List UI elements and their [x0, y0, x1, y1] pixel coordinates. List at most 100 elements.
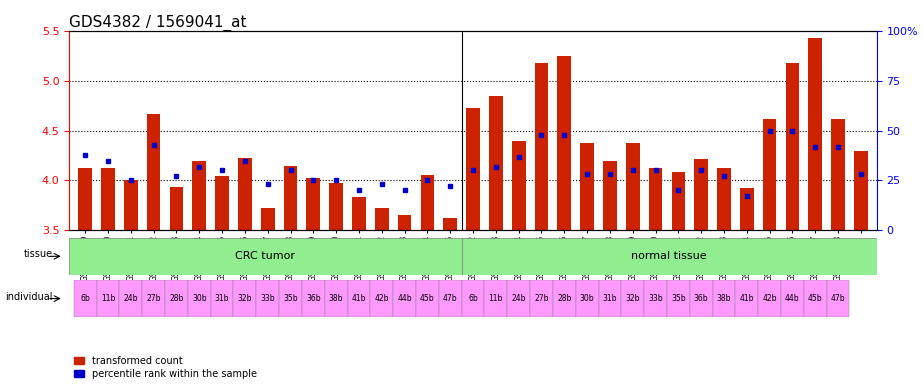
Bar — [832, 119, 845, 230]
Text: 28b: 28b — [557, 294, 571, 303]
Text: 35b: 35b — [671, 294, 686, 303]
Bar — [644, 280, 667, 317]
Text: individual: individual — [6, 292, 53, 302]
Text: 44b: 44b — [785, 294, 799, 303]
Bar — [97, 280, 119, 317]
Bar — [78, 169, 92, 230]
Bar — [142, 280, 165, 317]
Bar — [279, 280, 302, 317]
Bar — [485, 280, 508, 317]
Text: 41b: 41b — [352, 294, 366, 303]
Bar — [102, 169, 114, 230]
Text: 30b: 30b — [580, 294, 594, 303]
Bar — [758, 280, 781, 317]
Bar — [740, 189, 754, 230]
Text: 32b: 32b — [237, 294, 252, 303]
Text: CRC tumor: CRC tumor — [235, 251, 295, 262]
Bar — [306, 179, 320, 230]
Bar — [330, 184, 343, 230]
Bar — [234, 280, 257, 317]
Text: 31b: 31b — [215, 294, 229, 303]
Bar — [717, 169, 731, 230]
Bar — [626, 142, 640, 230]
Text: 33b: 33b — [648, 294, 663, 303]
Bar — [188, 280, 210, 317]
Text: 38b: 38b — [717, 294, 731, 303]
Bar — [421, 175, 434, 230]
Text: 35b: 35b — [283, 294, 298, 303]
Bar — [785, 63, 799, 230]
Bar — [762, 119, 776, 230]
Bar — [667, 280, 689, 317]
Bar — [781, 280, 804, 317]
Text: 6b: 6b — [468, 294, 478, 303]
Bar — [827, 280, 849, 317]
Bar — [530, 280, 553, 317]
Bar — [147, 114, 161, 230]
Bar — [302, 280, 325, 317]
Bar — [809, 38, 822, 230]
Bar — [534, 63, 548, 230]
Text: 31b: 31b — [603, 294, 617, 303]
Bar — [261, 209, 274, 230]
Bar — [69, 238, 462, 275]
Bar — [370, 280, 393, 317]
Text: 6b: 6b — [80, 294, 90, 303]
Text: 44b: 44b — [397, 294, 412, 303]
Bar — [325, 280, 348, 317]
Bar — [283, 166, 297, 230]
Text: 30b: 30b — [192, 294, 207, 303]
Text: 27b: 27b — [534, 294, 549, 303]
Bar — [854, 151, 868, 230]
Bar — [598, 280, 621, 317]
Text: normal tissue: normal tissue — [631, 251, 707, 262]
Text: 11b: 11b — [488, 294, 503, 303]
Bar — [257, 280, 279, 317]
Bar — [210, 280, 234, 317]
Bar — [215, 177, 229, 230]
Text: 11b: 11b — [101, 294, 115, 303]
Legend: transformed count, percentile rank within the sample: transformed count, percentile rank withi… — [74, 356, 257, 379]
Text: 38b: 38b — [329, 294, 343, 303]
Bar — [713, 280, 736, 317]
Text: 33b: 33b — [260, 294, 275, 303]
Text: tissue: tissue — [23, 250, 53, 260]
Bar — [489, 96, 503, 230]
Text: 36b: 36b — [306, 294, 320, 303]
Text: 47b: 47b — [831, 294, 845, 303]
Bar — [672, 172, 685, 230]
Bar — [375, 209, 389, 230]
Text: 41b: 41b — [739, 294, 754, 303]
Bar — [170, 187, 184, 230]
Bar — [74, 280, 97, 317]
Bar — [576, 280, 598, 317]
Bar — [165, 280, 188, 317]
Text: 32b: 32b — [626, 294, 640, 303]
Bar — [689, 280, 713, 317]
Bar — [736, 280, 758, 317]
Text: 42b: 42b — [762, 294, 777, 303]
Bar — [512, 141, 525, 230]
Bar — [462, 238, 877, 275]
Bar — [398, 215, 412, 230]
Bar — [416, 280, 438, 317]
Bar — [348, 280, 370, 317]
Bar — [557, 56, 571, 230]
Bar — [466, 108, 480, 230]
Bar — [694, 159, 708, 230]
Text: 45b: 45b — [808, 294, 822, 303]
Bar — [508, 280, 530, 317]
Text: 42b: 42b — [375, 294, 389, 303]
Bar — [192, 161, 206, 230]
Bar — [649, 169, 663, 230]
Text: 27b: 27b — [147, 294, 161, 303]
Bar — [621, 280, 644, 317]
Text: 24b: 24b — [124, 294, 138, 303]
Bar — [238, 157, 252, 230]
Text: 28b: 28b — [169, 294, 184, 303]
Bar — [804, 280, 827, 317]
Bar — [119, 280, 142, 317]
Text: 47b: 47b — [443, 294, 458, 303]
Text: 36b: 36b — [694, 294, 709, 303]
Bar — [581, 142, 594, 230]
